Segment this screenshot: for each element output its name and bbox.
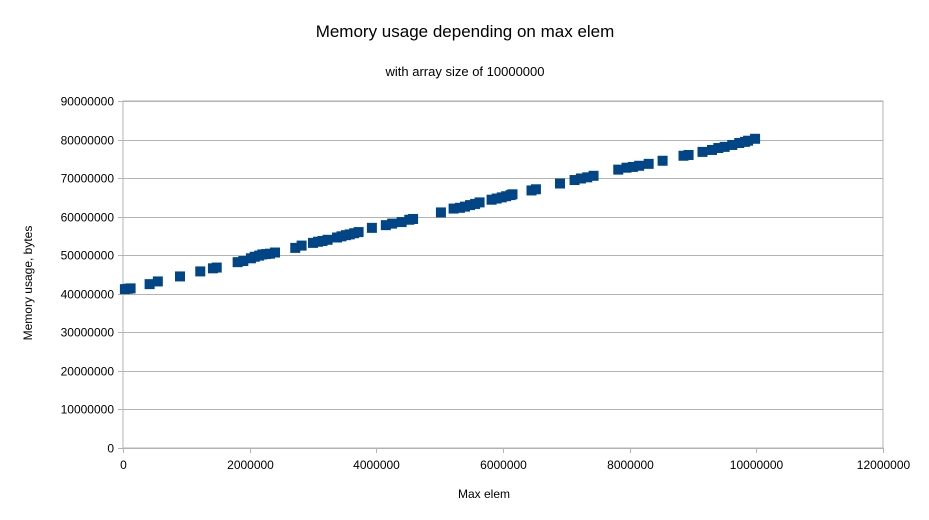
data-point	[322, 234, 333, 245]
data-point	[435, 207, 446, 218]
data-point	[270, 247, 280, 258]
y-tick-labels: 0 10000000 20000000 30000000 40000000 5000000…	[61, 95, 115, 456]
x-tick-label: 6000000	[480, 458, 527, 472]
data-point	[678, 150, 689, 161]
data-point	[621, 162, 632, 173]
data-point	[448, 203, 459, 214]
data-point	[474, 197, 485, 208]
y-tick-label: 70000000	[61, 172, 115, 186]
data-point	[588, 170, 599, 181]
data-point	[152, 276, 163, 287]
x-tick-label: 8000000	[607, 458, 654, 472]
y-tick-label: 60000000	[61, 211, 115, 225]
data-point	[396, 217, 407, 228]
data-point	[195, 266, 206, 277]
y-tick-label: 80000000	[61, 134, 115, 148]
data-point	[308, 237, 318, 248]
data-point	[454, 202, 465, 213]
data-point	[238, 256, 249, 267]
data-point	[465, 200, 476, 211]
data-point	[657, 155, 668, 166]
x-tick-label: 10000000	[730, 458, 784, 472]
y-tick-label: 20000000	[61, 365, 115, 379]
data-point	[296, 240, 307, 251]
data-point	[232, 257, 243, 268]
y-tick-label: 10000000	[61, 403, 115, 417]
x-tick-label: 4000000	[353, 458, 400, 472]
data-point	[366, 222, 377, 233]
data-point	[264, 248, 275, 259]
x-tick-label: 0	[120, 458, 127, 472]
data-point	[569, 175, 580, 186]
data-point	[750, 133, 761, 144]
chart-subtitle: with array size of 10000000	[385, 64, 545, 79]
data-points	[119, 133, 761, 295]
data-point	[707, 144, 717, 155]
data-point	[683, 149, 694, 160]
data-point	[530, 184, 541, 195]
data-point	[317, 235, 328, 246]
data-point	[634, 160, 645, 171]
data-point	[734, 138, 745, 149]
y-tick-label: 50000000	[61, 249, 115, 263]
data-point	[713, 143, 724, 154]
y-tick-label: 90000000	[61, 95, 115, 109]
data-point	[491, 193, 502, 204]
data-point	[486, 194, 497, 205]
data-point	[613, 164, 624, 175]
grid-layer	[118, 101, 884, 453]
data-point	[727, 139, 738, 150]
data-point	[211, 262, 222, 273]
y-tick-label: 40000000	[61, 288, 115, 302]
data-point	[460, 201, 470, 212]
x-tick-label: 2000000	[227, 458, 274, 472]
x-tick-label: 12000000	[857, 458, 911, 472]
data-point	[380, 220, 391, 231]
data-point	[555, 178, 565, 189]
x-tick-labels: 0 2000000 4000000 6000000 8000000 10000000 120…	[120, 458, 910, 472]
data-point	[408, 213, 419, 224]
plot-frame	[122, 100, 884, 449]
data-point	[643, 158, 654, 169]
y-tick-label: 30000000	[61, 326, 115, 340]
data-point	[290, 242, 301, 253]
data-point	[697, 146, 708, 157]
x-axis-label: Max elem	[458, 487, 510, 501]
data-point	[353, 227, 364, 238]
data-point	[144, 279, 155, 290]
data-point	[627, 161, 638, 172]
data-point	[507, 189, 518, 200]
data-point	[387, 218, 398, 229]
y-axis-label: Memory usage, bytes	[21, 226, 35, 341]
data-point	[582, 172, 593, 183]
data-point	[125, 283, 136, 294]
y-tick-label: 0	[107, 442, 114, 456]
data-point	[175, 271, 185, 282]
data-point	[575, 173, 586, 184]
data-point	[743, 135, 754, 146]
chart-title: Memory usage depending on max elem	[316, 22, 615, 41]
data-point	[719, 141, 730, 152]
